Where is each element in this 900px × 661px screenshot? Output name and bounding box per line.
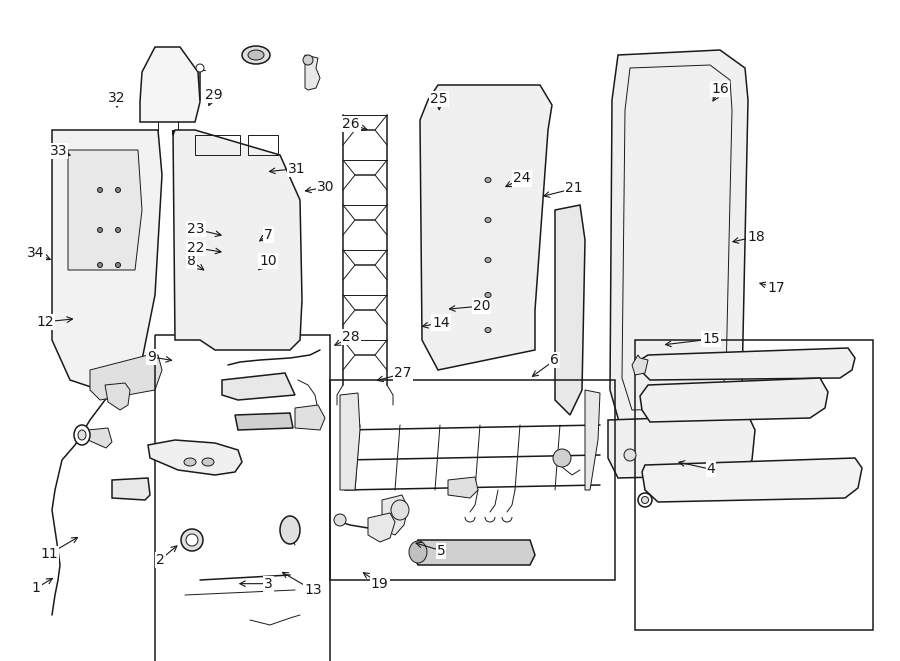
Ellipse shape <box>242 46 270 64</box>
Polygon shape <box>608 415 755 478</box>
Ellipse shape <box>181 529 203 551</box>
Text: 6: 6 <box>550 353 559 368</box>
Ellipse shape <box>115 227 121 233</box>
Text: 10: 10 <box>259 254 277 268</box>
Polygon shape <box>112 478 150 500</box>
Ellipse shape <box>391 500 409 520</box>
Text: 29: 29 <box>205 87 223 102</box>
Bar <box>155 335 330 661</box>
Text: 2: 2 <box>156 553 165 567</box>
Polygon shape <box>420 85 552 370</box>
Text: 19: 19 <box>371 576 389 591</box>
Polygon shape <box>382 495 408 535</box>
Polygon shape <box>68 150 142 270</box>
Polygon shape <box>340 393 360 490</box>
Ellipse shape <box>485 258 491 262</box>
Text: 13: 13 <box>304 583 322 598</box>
Text: 24: 24 <box>513 171 531 186</box>
Polygon shape <box>148 440 242 475</box>
Text: 9: 9 <box>147 350 156 364</box>
Ellipse shape <box>334 514 346 526</box>
Ellipse shape <box>97 262 103 268</box>
Ellipse shape <box>642 496 649 504</box>
Text: 21: 21 <box>565 181 583 196</box>
Polygon shape <box>305 55 320 90</box>
Polygon shape <box>235 413 293 430</box>
Text: 3: 3 <box>264 576 273 591</box>
Polygon shape <box>173 130 302 350</box>
Polygon shape <box>610 50 748 425</box>
Ellipse shape <box>115 262 121 268</box>
Text: 31: 31 <box>288 161 306 176</box>
Polygon shape <box>88 428 112 448</box>
Text: 8: 8 <box>187 254 196 268</box>
Bar <box>635 340 873 630</box>
Text: 17: 17 <box>767 280 785 295</box>
Text: 32: 32 <box>108 91 126 105</box>
Polygon shape <box>632 355 648 375</box>
Polygon shape <box>222 373 295 400</box>
Ellipse shape <box>74 425 90 445</box>
Text: 33: 33 <box>50 143 68 158</box>
Polygon shape <box>140 47 200 122</box>
Ellipse shape <box>485 178 491 182</box>
Text: 20: 20 <box>472 299 490 313</box>
Ellipse shape <box>553 449 571 467</box>
Polygon shape <box>105 383 130 410</box>
Text: 34: 34 <box>27 246 45 260</box>
Ellipse shape <box>303 55 313 65</box>
Polygon shape <box>368 513 395 542</box>
Ellipse shape <box>97 227 103 233</box>
Ellipse shape <box>186 534 198 546</box>
Text: 7: 7 <box>264 227 273 242</box>
Polygon shape <box>413 540 535 565</box>
Bar <box>248 135 278 155</box>
Polygon shape <box>90 355 162 400</box>
Ellipse shape <box>485 327 491 332</box>
Text: 1: 1 <box>32 581 40 596</box>
Text: 15: 15 <box>702 332 720 346</box>
Text: 18: 18 <box>747 229 765 244</box>
Ellipse shape <box>115 188 121 192</box>
Ellipse shape <box>78 430 86 440</box>
Text: 5: 5 <box>436 543 446 558</box>
Ellipse shape <box>184 458 196 466</box>
Ellipse shape <box>202 458 214 466</box>
Bar <box>195 135 240 155</box>
Text: 12: 12 <box>36 315 54 329</box>
Text: 14: 14 <box>432 315 450 330</box>
Ellipse shape <box>248 50 264 60</box>
Polygon shape <box>52 130 162 390</box>
Ellipse shape <box>485 217 491 223</box>
Ellipse shape <box>409 541 427 563</box>
Text: 23: 23 <box>187 222 205 237</box>
Text: 27: 27 <box>394 366 412 381</box>
Text: 22: 22 <box>187 241 205 255</box>
Text: 30: 30 <box>317 180 335 194</box>
Ellipse shape <box>485 293 491 297</box>
Text: 16: 16 <box>711 82 729 97</box>
Polygon shape <box>295 405 325 430</box>
Text: 25: 25 <box>430 92 448 106</box>
Ellipse shape <box>280 516 300 544</box>
Polygon shape <box>642 458 862 502</box>
Polygon shape <box>448 477 478 498</box>
Text: 4: 4 <box>706 462 716 477</box>
Text: 11: 11 <box>40 547 58 561</box>
Ellipse shape <box>97 188 103 192</box>
Polygon shape <box>585 390 600 490</box>
Polygon shape <box>555 205 585 415</box>
Polygon shape <box>640 378 828 422</box>
Text: 26: 26 <box>342 117 360 132</box>
Ellipse shape <box>196 64 204 72</box>
Text: 28: 28 <box>342 330 360 344</box>
Bar <box>330 380 615 580</box>
Ellipse shape <box>624 449 636 461</box>
Ellipse shape <box>638 493 652 507</box>
Polygon shape <box>640 348 855 380</box>
